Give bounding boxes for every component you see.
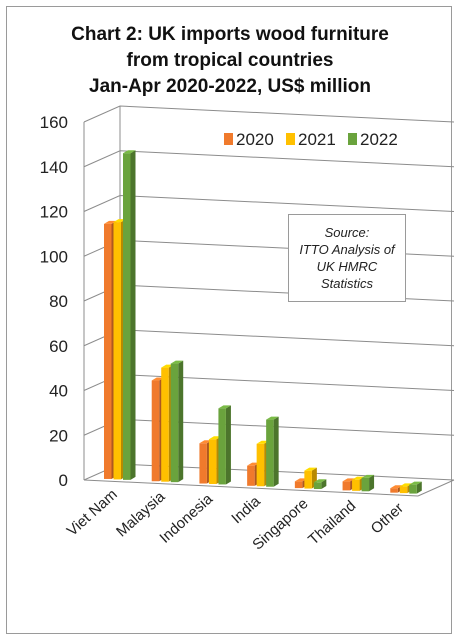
gridline [83,194,455,212]
y-tick-label: 120 [40,203,68,222]
bar-top [361,474,375,478]
legend-label: 2020 [236,130,274,149]
bar [123,153,131,480]
floor-right-edge [417,479,455,497]
bar-side [178,360,184,483]
bar [113,222,121,480]
x-tick-label: Other [368,500,407,538]
bar-top [256,440,270,444]
bar [342,481,351,491]
bar-top [399,483,413,487]
legend-label: 2021 [298,130,336,149]
chart-title-line-3: Jan-Apr 2020-2022, US$ million [89,76,371,97]
source-line-3: UK HMRC [316,259,378,274]
bar [104,223,112,479]
bar [304,470,312,489]
bar [352,479,360,491]
source-annotation: Source: ITTO Analysis of UK HMRC Statist… [288,214,406,302]
bar-top [208,436,222,440]
legend-swatch [286,133,295,145]
bar-side [225,405,231,485]
y-tick-label: 60 [49,337,68,356]
bar-top [352,476,365,480]
bar-top [123,150,136,154]
bar-top [304,467,317,471]
bar [161,367,169,482]
x-axis-line [83,479,419,497]
gridline [83,105,455,123]
y-tick-label: 0 [59,471,68,490]
bar-side [273,416,279,487]
x-tick-label: Viet Nam [64,486,121,540]
y-tick-label: 40 [49,382,68,401]
chart-legend: 2020 2021 2022 [224,130,398,149]
chart-frame [6,6,452,634]
chart-title-line-2: from tropical countries [126,50,334,71]
bar-top [294,478,308,482]
bar [199,443,207,484]
bar [256,443,265,487]
bar [151,380,160,482]
bar [313,482,322,490]
gridline [83,150,455,168]
legend-swatch [224,133,233,145]
bar [208,439,217,484]
bar-top [170,360,184,364]
bar [294,481,303,489]
bar [409,484,417,494]
source-line-4: Statistics [320,276,373,291]
legend-label: 2022 [360,130,398,149]
source-line-2: ITTO Analysis of [299,242,395,257]
legend-swatch [348,133,357,145]
bar-top [247,462,260,466]
bar-top [104,220,117,224]
y-tick-label: 140 [40,158,68,177]
y-tick-label: 80 [49,292,68,311]
bar [361,477,370,492]
bar [266,419,274,487]
bar-top [342,478,356,482]
chart-title: Chart 2: UK imports wood furniture from … [0,22,460,100]
bar-top [151,377,165,381]
bar-side [321,479,327,490]
source-line-1: Source: [324,225,370,240]
bar-top [313,479,327,483]
bar [170,363,179,483]
gridline [83,373,455,391]
x-tick-label: Thailand [305,497,359,548]
y-tick-label: 100 [40,247,68,266]
gridline [83,329,455,347]
bar-top [113,219,126,223]
bar-top [161,364,174,368]
bar-top [390,485,403,489]
bar-side [369,474,375,492]
x-tick-label: India [228,492,264,527]
bar [218,408,226,485]
bar [399,486,408,494]
y-tick-label: 20 [49,426,68,445]
chart-bars [104,150,422,494]
chart-title-line-1: Chart 2: UK imports wood furniture [71,24,389,45]
bar-top [218,405,231,409]
bar [247,465,255,486]
bar-top [266,416,279,420]
bar-top [409,481,422,485]
bar-side [130,150,136,480]
bar-top [199,440,212,444]
y-tick-label: 160 [40,113,68,132]
bar-side [416,481,422,494]
bar [390,488,398,493]
